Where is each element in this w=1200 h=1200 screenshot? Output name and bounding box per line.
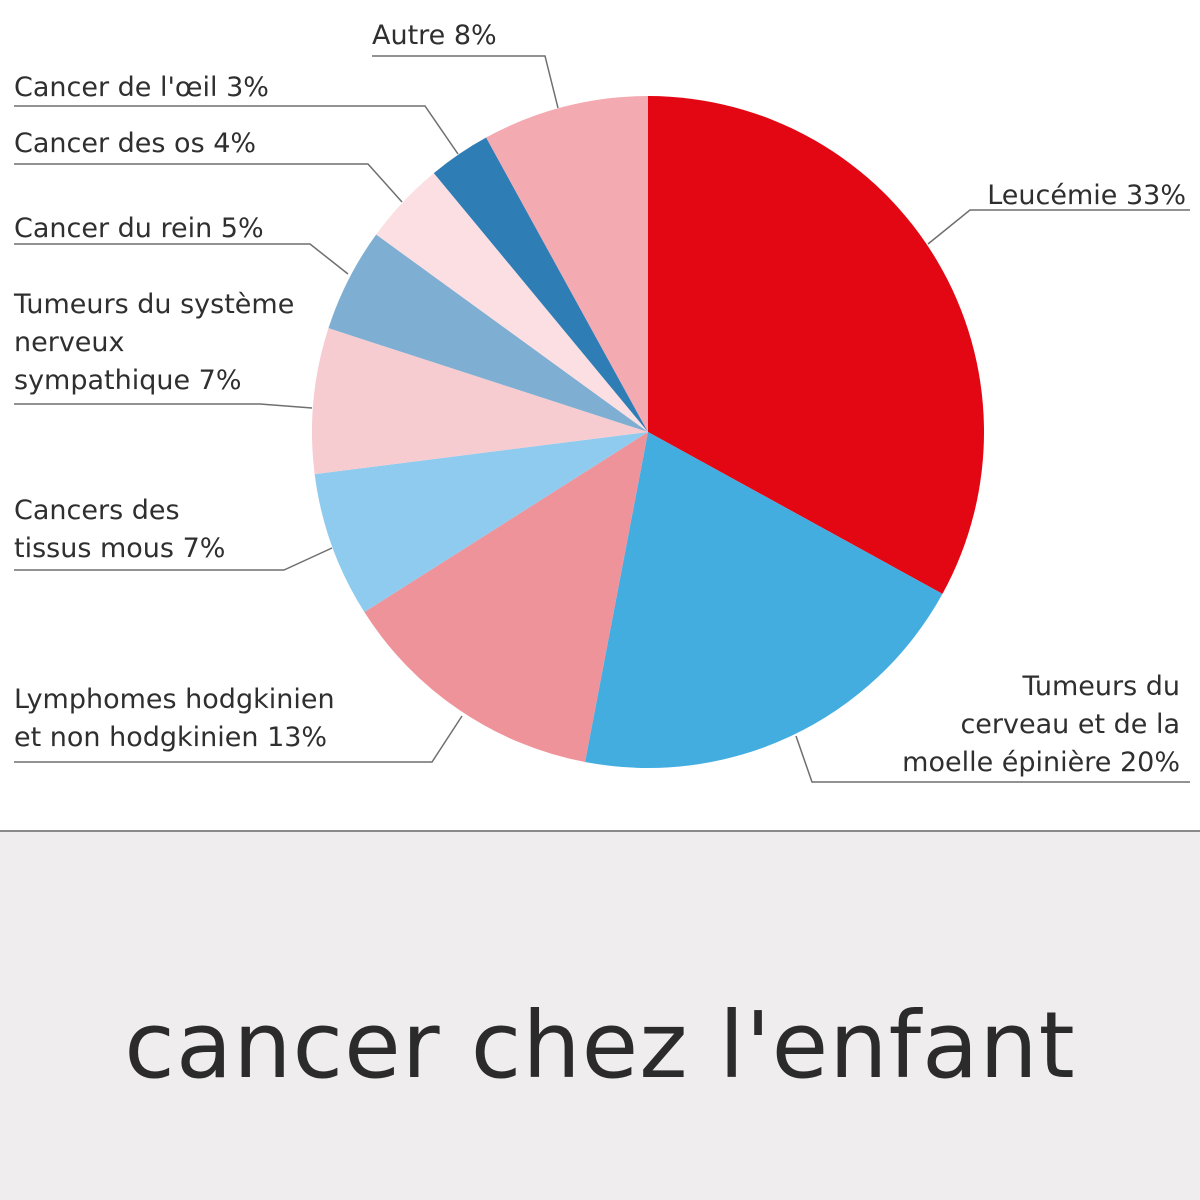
slice-label-2: Tumeurs du cerveau et de la moelle épinièr… [902,671,1180,778]
slice-label-line: Leucémie 33% [987,180,1186,211]
divider [0,830,1200,832]
slice-label-3: Lymphomes hodgkinien et non hodgkinien 13… [14,684,335,753]
slice-label-line: Cancer du rein 5% [14,213,264,244]
slice-label-line: tissus mous 7% [14,533,225,564]
slice-label-line: Cancer de l'œil 3% [14,72,269,103]
slice-label-7: Cancer des os 4% [14,128,256,159]
pie-slice-1 [648,96,985,594]
leader-line-7 [14,163,403,203]
slice-label-line: Cancer des os 4% [14,128,256,159]
pie-slice-2 [585,432,943,769]
leader-line-4 [14,547,333,571]
slice-label-line: Tumeurs du système [13,289,294,320]
pie-chart: Leucémie 33% Tumeurs du cerveau et de la mo… [13,20,1190,783]
caption-panel: cancer chez l'enfant [0,832,1200,1200]
caption-text: cancer chez l'enfant [124,992,1076,1099]
leader-line-9 [372,55,559,109]
slice-label-line: sympathique 7% [14,365,242,396]
leader-line-5 [14,403,313,409]
pie-slice-6 [328,234,648,432]
slice-label-5: Tumeurs du système nerveux sympathique 7% [13,289,294,396]
slice-label-line: cerveau et de la [960,709,1180,740]
slice-label-line: Tumeurs du [1021,671,1180,702]
slice-label-line: Lymphomes hodgkinien [14,684,335,715]
leader-line-2 [795,735,1190,783]
slice-label-4: Cancers des tissus mous 7% [14,495,225,564]
pie-slice-8 [433,137,648,432]
leader-line-8 [14,105,459,155]
pie-slice-7 [376,173,648,433]
slice-label-line: nerveux [14,327,125,358]
pie-slice-9 [486,96,648,432]
slice-label-8: Cancer de l'œil 3% [14,72,269,103]
leader-line-3 [14,715,463,763]
slice-label-line: et non hodgkinien 13% [14,722,327,753]
slice-label-6: Cancer du rein 5% [14,213,264,244]
slice-label-9: Autre 8% [372,20,497,51]
chart-area: Leucémie 33% Tumeurs du cerveau et de la mo… [13,20,1190,783]
slice-label-1: Leucémie 33% [987,180,1186,211]
pie-slice-5 [312,328,648,475]
pie-slice-4 [314,432,648,613]
slice-label-line: Autre 8% [372,20,497,51]
leader-line-6 [14,243,349,275]
slice-label-line: moelle épinière 20% [902,747,1180,778]
leader-line-1 [927,209,1190,245]
slice-label-line: Cancers des [14,495,180,526]
pie-slice-3 [364,432,648,763]
